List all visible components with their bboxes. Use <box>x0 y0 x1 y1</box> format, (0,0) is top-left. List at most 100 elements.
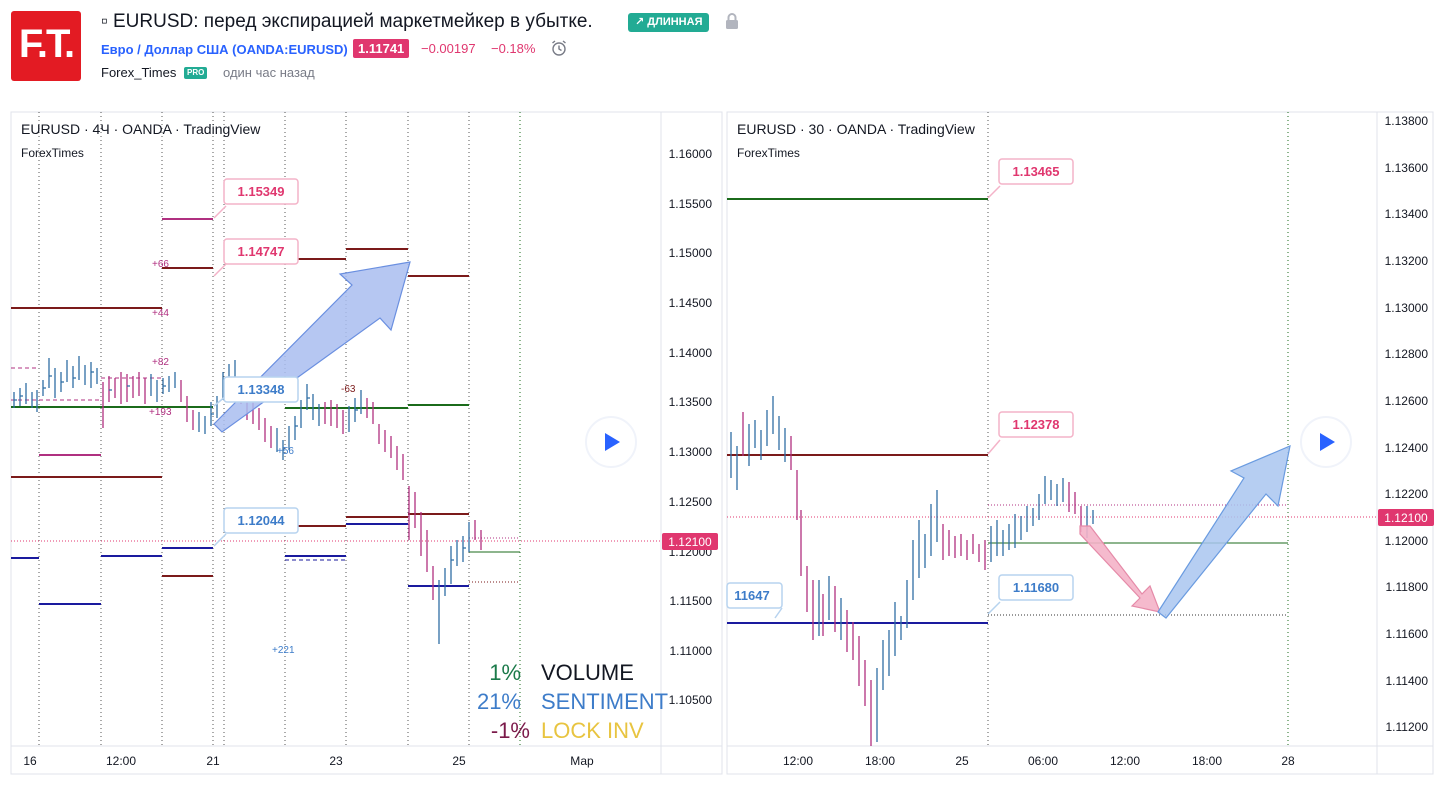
price-tick: 1.13000 <box>1385 301 1429 315</box>
small-label: +56 <box>277 446 294 457</box>
price-tick: 1.12500 <box>669 495 713 509</box>
level-label: 1.11680 <box>1013 580 1059 595</box>
price-tick: 1.15000 <box>669 246 713 260</box>
left-callout-3[interactable]: 1.13348 <box>213 376 299 407</box>
left-session-lines <box>38 112 521 746</box>
price-tick: 1.13600 <box>1385 161 1429 175</box>
author-name[interactable]: Forex_Times <box>101 65 177 80</box>
time-tick: 18:00 <box>865 754 895 768</box>
level-label: 1.13348 <box>238 382 285 397</box>
small-label: +221 <box>272 645 295 656</box>
left-stats: 1% VOLUME 21% SENTIMENT -1% LOCK INV <box>477 660 668 743</box>
price-tick: 1.14500 <box>669 296 713 310</box>
price-tick: 1.12000 <box>1385 534 1429 548</box>
small-label: +66 <box>152 259 169 270</box>
stat-label-lock: LOCK INV <box>541 718 644 743</box>
right-play-button[interactable] <box>1300 416 1352 468</box>
idea-title: ▫ EURUSD: перед экспирацией маркетмейкер… <box>101 11 593 32</box>
price-tick: 1.13500 <box>669 395 713 409</box>
left-chart-author: ForexTimes <box>21 146 84 160</box>
last-price: 1.11741 <box>353 39 410 58</box>
price-tick: 1.11800 <box>1386 580 1429 594</box>
time-tick: 28 <box>1281 754 1295 768</box>
chart-area: +66 +44 +82 +193 -63 +56 +221 1.15349 1.… <box>0 100 1444 780</box>
left-chart[interactable]: +66 +44 +82 +193 -63 +56 +221 1.15349 1.… <box>10 111 723 775</box>
left-callout-4[interactable]: 1.12044 <box>213 507 299 547</box>
right-callout-2[interactable]: 1.12378 <box>987 411 1074 455</box>
price-tick: 1.11600 <box>1386 627 1429 641</box>
level-label: 1.15349 <box>238 184 285 199</box>
price-tick: 1.11200 <box>1386 720 1429 734</box>
level-label: 11647 <box>734 588 769 603</box>
price-tick: 1.12800 <box>1385 347 1429 361</box>
alarm-clock-icon[interactable] <box>550 39 568 57</box>
price-tick: 1.16000 <box>669 147 713 161</box>
time-tick: 16 <box>23 754 37 768</box>
play-icon <box>1320 433 1335 451</box>
left-callout-1[interactable]: 1.15349 <box>213 178 299 219</box>
price-tick: 1.12600 <box>1385 394 1429 408</box>
left-current-price-tag: 1.12100 <box>662 533 718 550</box>
price-change: −0.00197 <box>421 41 476 56</box>
right-price-scale[interactable]: 1.13800 1.13600 1.13400 1.13200 1.13000 … <box>1385 114 1429 734</box>
small-label: +44 <box>152 308 169 319</box>
right-callout-4[interactable]: 11647 <box>726 582 783 619</box>
price-tick: 1.12400 <box>1385 441 1429 455</box>
logo-text: F.T. <box>18 22 75 66</box>
level-label: 1.12378 <box>1013 417 1060 432</box>
right-session-lines <box>987 112 1289 746</box>
publish-time: один час назад <box>223 65 315 80</box>
time-tick: 18:00 <box>1192 754 1222 768</box>
left-time-scale[interactable]: 16 12:00 21 23 25 Мар <box>23 754 594 768</box>
left-price-bars <box>13 356 482 644</box>
right-current-price-tag: 1.12100 <box>1378 509 1434 526</box>
price-tick: 1.15500 <box>669 197 713 211</box>
price-tick: 1.11500 <box>670 594 713 608</box>
price-tick: 1.13200 <box>1385 254 1429 268</box>
level-label: 1.12044 <box>238 513 286 528</box>
right-chart[interactable]: 1.13465 1.12378 1.11680 11647 EURUSD · 3… <box>726 111 1434 775</box>
current-price-label: 1.12100 <box>1384 511 1428 525</box>
price-tick: 1.11000 <box>670 644 713 658</box>
current-price-label: 1.12100 <box>668 535 712 549</box>
price-tick: 1.13800 <box>1385 114 1429 128</box>
play-icon <box>605 433 620 451</box>
level-label: 1.14747 <box>238 244 285 259</box>
small-label: -63 <box>341 384 356 395</box>
right-time-scale[interactable]: 12:00 18:00 25 06:00 12:00 18:00 28 <box>783 754 1295 768</box>
time-tick: 06:00 <box>1028 754 1058 768</box>
left-level-lines <box>11 218 520 605</box>
stat-value-sentiment: 21% <box>477 689 521 714</box>
left-callout-2[interactable]: 1.14747 <box>213 238 299 277</box>
right-price-bars <box>730 396 1094 746</box>
small-label: +82 <box>152 357 169 368</box>
level-label: 1.13465 <box>1013 164 1060 179</box>
author-logo[interactable]: F.T. <box>11 11 81 81</box>
left-play-button[interactable] <box>585 416 637 468</box>
time-tick: 25 <box>955 754 969 768</box>
right-level-lines <box>727 198 1288 624</box>
idea-header: F.T. ▫ EURUSD: перед экспирацией маркетм… <box>0 0 1444 100</box>
pro-badge: PRO <box>184 67 208 79</box>
right-callout-3[interactable]: 1.11680 <box>987 574 1074 615</box>
symbol-link[interactable]: Евро / Доллар США (OANDA:EURUSD) <box>101 42 348 57</box>
price-tick: 1.12200 <box>1385 487 1429 501</box>
right-bullish-arrow <box>1157 445 1291 619</box>
long-badge: ↗ ДЛИННАЯ <box>628 13 710 32</box>
right-callout-1[interactable]: 1.13465 <box>987 158 1074 199</box>
price-tick: 1.13400 <box>1385 207 1429 221</box>
time-tick: 25 <box>452 754 466 768</box>
right-chart-author: ForexTimes <box>737 146 800 160</box>
lock-icon <box>726 13 738 29</box>
stat-value-lock: -1% <box>491 718 530 743</box>
left-chart-legend: EURUSD · 4Ч · OANDA · TradingView <box>21 121 261 137</box>
time-tick: 12:00 <box>783 754 813 768</box>
time-tick: 12:00 <box>106 754 136 768</box>
small-label: +193 <box>149 407 172 418</box>
left-small-labels: +66 +44 +82 +193 -63 +56 +221 <box>149 259 356 656</box>
charts-svg: +66 +44 +82 +193 -63 +56 +221 1.15349 1.… <box>10 111 1434 775</box>
stat-value-volume: 1% <box>489 660 521 685</box>
right-chart-legend: EURUSD · 30 · OANDA · TradingView <box>737 121 976 137</box>
time-tick: 21 <box>206 754 220 768</box>
time-tick: 23 <box>329 754 343 768</box>
